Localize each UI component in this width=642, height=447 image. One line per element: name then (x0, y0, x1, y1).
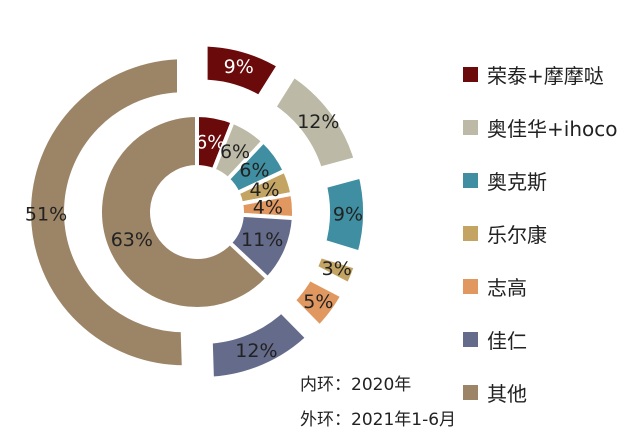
legend-item: 荣泰+摩摩哒 (463, 48, 617, 101)
outer-slice-label: 51% (25, 203, 67, 225)
legend-label: 奥克斯 (487, 170, 547, 194)
outer-slice-label: 12% (235, 340, 277, 362)
donut-chart: 6%6%6%4%4%11%63%9%12%9%3%5%12%51% (17, 32, 377, 391)
outer-slice (17, 45, 196, 380)
outer-slice-label: 9% (224, 56, 254, 78)
inner-slice-label: 6% (239, 159, 269, 181)
outer-ring: 9% 12% 9% 3% 5% 12% 51% (17, 32, 377, 391)
inner-slice-label: 63% (111, 229, 153, 251)
outer-slice-label: 5% (303, 291, 333, 313)
legend-item: 奥佳华+ihoco (463, 101, 617, 154)
outer-slice (198, 297, 322, 391)
legend-label: 佳仁 (487, 329, 527, 353)
legend-swatch (463, 385, 478, 400)
legend-item: 志高 (463, 260, 617, 313)
legend-swatch (463, 120, 478, 135)
legend-swatch (463, 226, 478, 241)
legend-label: 志高 (487, 276, 527, 300)
legend-swatch (463, 279, 478, 294)
inner-ring-note: 内环：2020年 (300, 375, 412, 395)
legend-item: 奥克斯 (463, 154, 617, 207)
inner-slice-label: 4% (253, 197, 283, 219)
outer-slice (193, 32, 293, 111)
legend-label: 乐尔康 (487, 223, 547, 247)
inner-slice (98, 113, 270, 311)
outer-slice-label: 3% (322, 258, 352, 280)
legend-swatch (463, 332, 478, 347)
legend-item: 佳仁 (463, 313, 617, 366)
legend-item: 其他 (463, 366, 617, 419)
legend: 荣泰+摩摩哒 奥佳华+ihoco 奥克斯 乐尔康 志高 佳仁 其他 (463, 48, 617, 419)
outer-slice (260, 61, 369, 182)
inner-slice-label: 6% (220, 141, 250, 163)
inner-slice-label: 11% (241, 229, 283, 251)
inner-ring: 6%6%6%4%4%11%63% (98, 113, 296, 311)
inner-slice-label: 6% (195, 131, 225, 153)
legend-label: 奥佳华+ihoco (487, 117, 618, 141)
inner-slice-label: 4% (249, 179, 279, 201)
legend-swatch (463, 173, 478, 188)
legend-item: 乐尔康 (463, 207, 617, 260)
legend-swatch (463, 67, 478, 82)
legend-label: 荣泰+摩摩哒 (487, 64, 604, 88)
outer-slice-label: 9% (333, 203, 363, 225)
outer-ring-note: 外环：2021年1-6月 (300, 410, 457, 430)
outer-slice-label: 12% (297, 111, 339, 133)
legend-label: 其他 (487, 382, 527, 406)
